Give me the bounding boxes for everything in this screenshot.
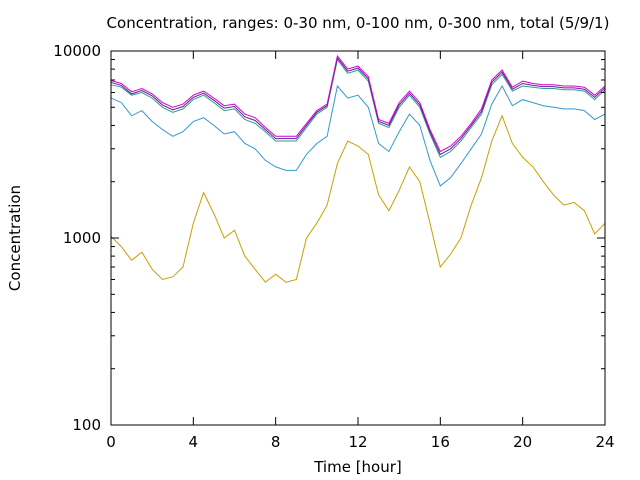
- x-tick-label: 16: [431, 433, 450, 451]
- x-tick-marks: [110, 51, 606, 425]
- y-axis-label: Concentration: [6, 185, 24, 291]
- chart-title: Concentration, ranges: 0-30 nm, 0-100 nm…: [107, 14, 610, 32]
- series-line-5: [110, 54, 606, 153]
- x-tick-label: 12: [348, 433, 367, 451]
- x-tick-label: 24: [595, 433, 614, 451]
- series-line-1: [110, 114, 606, 283]
- series-layer: [110, 54, 606, 283]
- series-line-3: [110, 58, 606, 159]
- x-tick-label: 8: [271, 433, 281, 451]
- x-tick-label: 4: [189, 433, 199, 451]
- y-tick-labels: 100 1000 10000: [53, 42, 101, 434]
- series-line-2: [110, 84, 606, 187]
- x-tick-label: 20: [513, 433, 532, 451]
- y-tick-label: 1000: [63, 229, 101, 247]
- x-tick-label: 0: [106, 433, 116, 451]
- y-tick-label: 10000: [53, 42, 101, 60]
- x-axis-label: Time [hour]: [313, 458, 402, 476]
- series-line-4: [110, 56, 606, 156]
- x-tick-labels: 0 4 8 12 16 20 24: [106, 433, 614, 451]
- y-tick-marks: [111, 50, 605, 426]
- y-tick-label: 100: [72, 416, 101, 434]
